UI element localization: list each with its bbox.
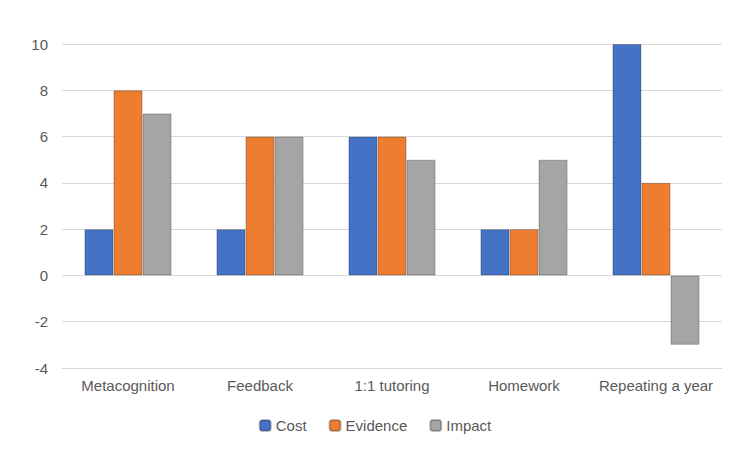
svg-text:1:1 tutoring: 1:1 tutoring xyxy=(354,377,429,394)
svg-text:0: 0 xyxy=(40,267,48,284)
svg-text:8: 8 xyxy=(40,82,48,99)
svg-text:Evidence: Evidence xyxy=(346,417,408,434)
svg-text:Impact: Impact xyxy=(446,417,492,434)
svg-text:Homework: Homework xyxy=(488,377,560,394)
svg-text:-4: -4 xyxy=(35,360,48,377)
svg-text:Cost: Cost xyxy=(276,417,308,434)
svg-text:Metacognition: Metacognition xyxy=(81,377,174,394)
svg-text:Repeating a year: Repeating a year xyxy=(599,377,713,394)
svg-text:4: 4 xyxy=(40,174,48,191)
svg-text:6: 6 xyxy=(40,128,48,145)
svg-text:-2: -2 xyxy=(35,313,48,330)
svg-text:Feedback: Feedback xyxy=(227,377,293,394)
svg-text:2: 2 xyxy=(40,221,48,238)
svg-text:10: 10 xyxy=(31,36,48,53)
